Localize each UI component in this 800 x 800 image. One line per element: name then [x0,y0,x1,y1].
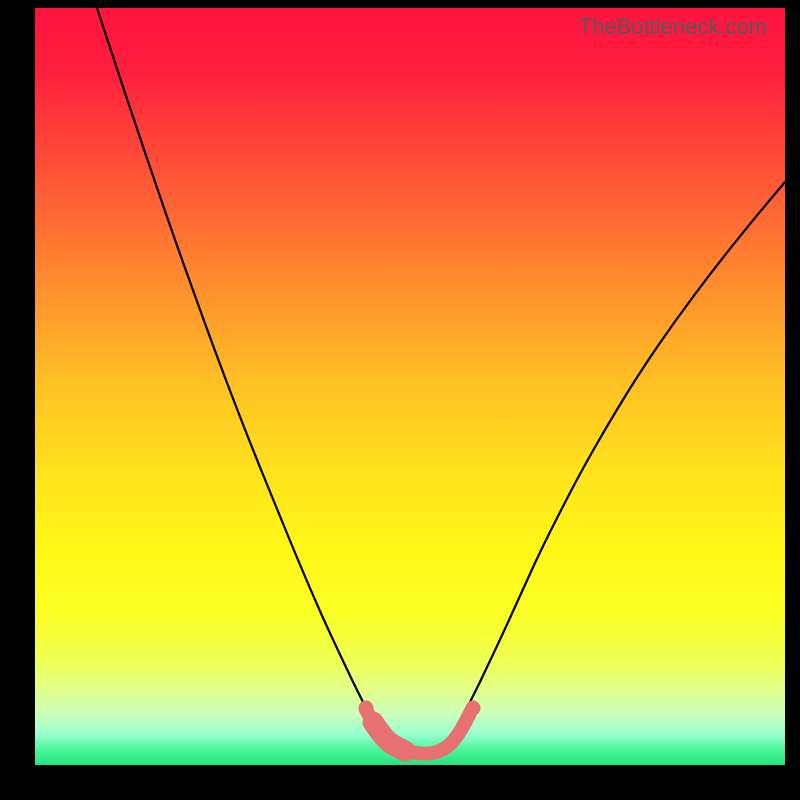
curve-left-branch [97,8,378,729]
bottom-overlay-dot-b [466,701,481,716]
curve-right-branch [455,182,785,729]
bottom-overlay-dot-a [359,701,374,716]
plot-area: TheBottleneck.com [35,8,785,765]
chart-frame: TheBottleneck.com [0,0,800,800]
chart-overlay-svg [35,8,785,765]
bottom-overlay-thick-left [373,722,405,751]
